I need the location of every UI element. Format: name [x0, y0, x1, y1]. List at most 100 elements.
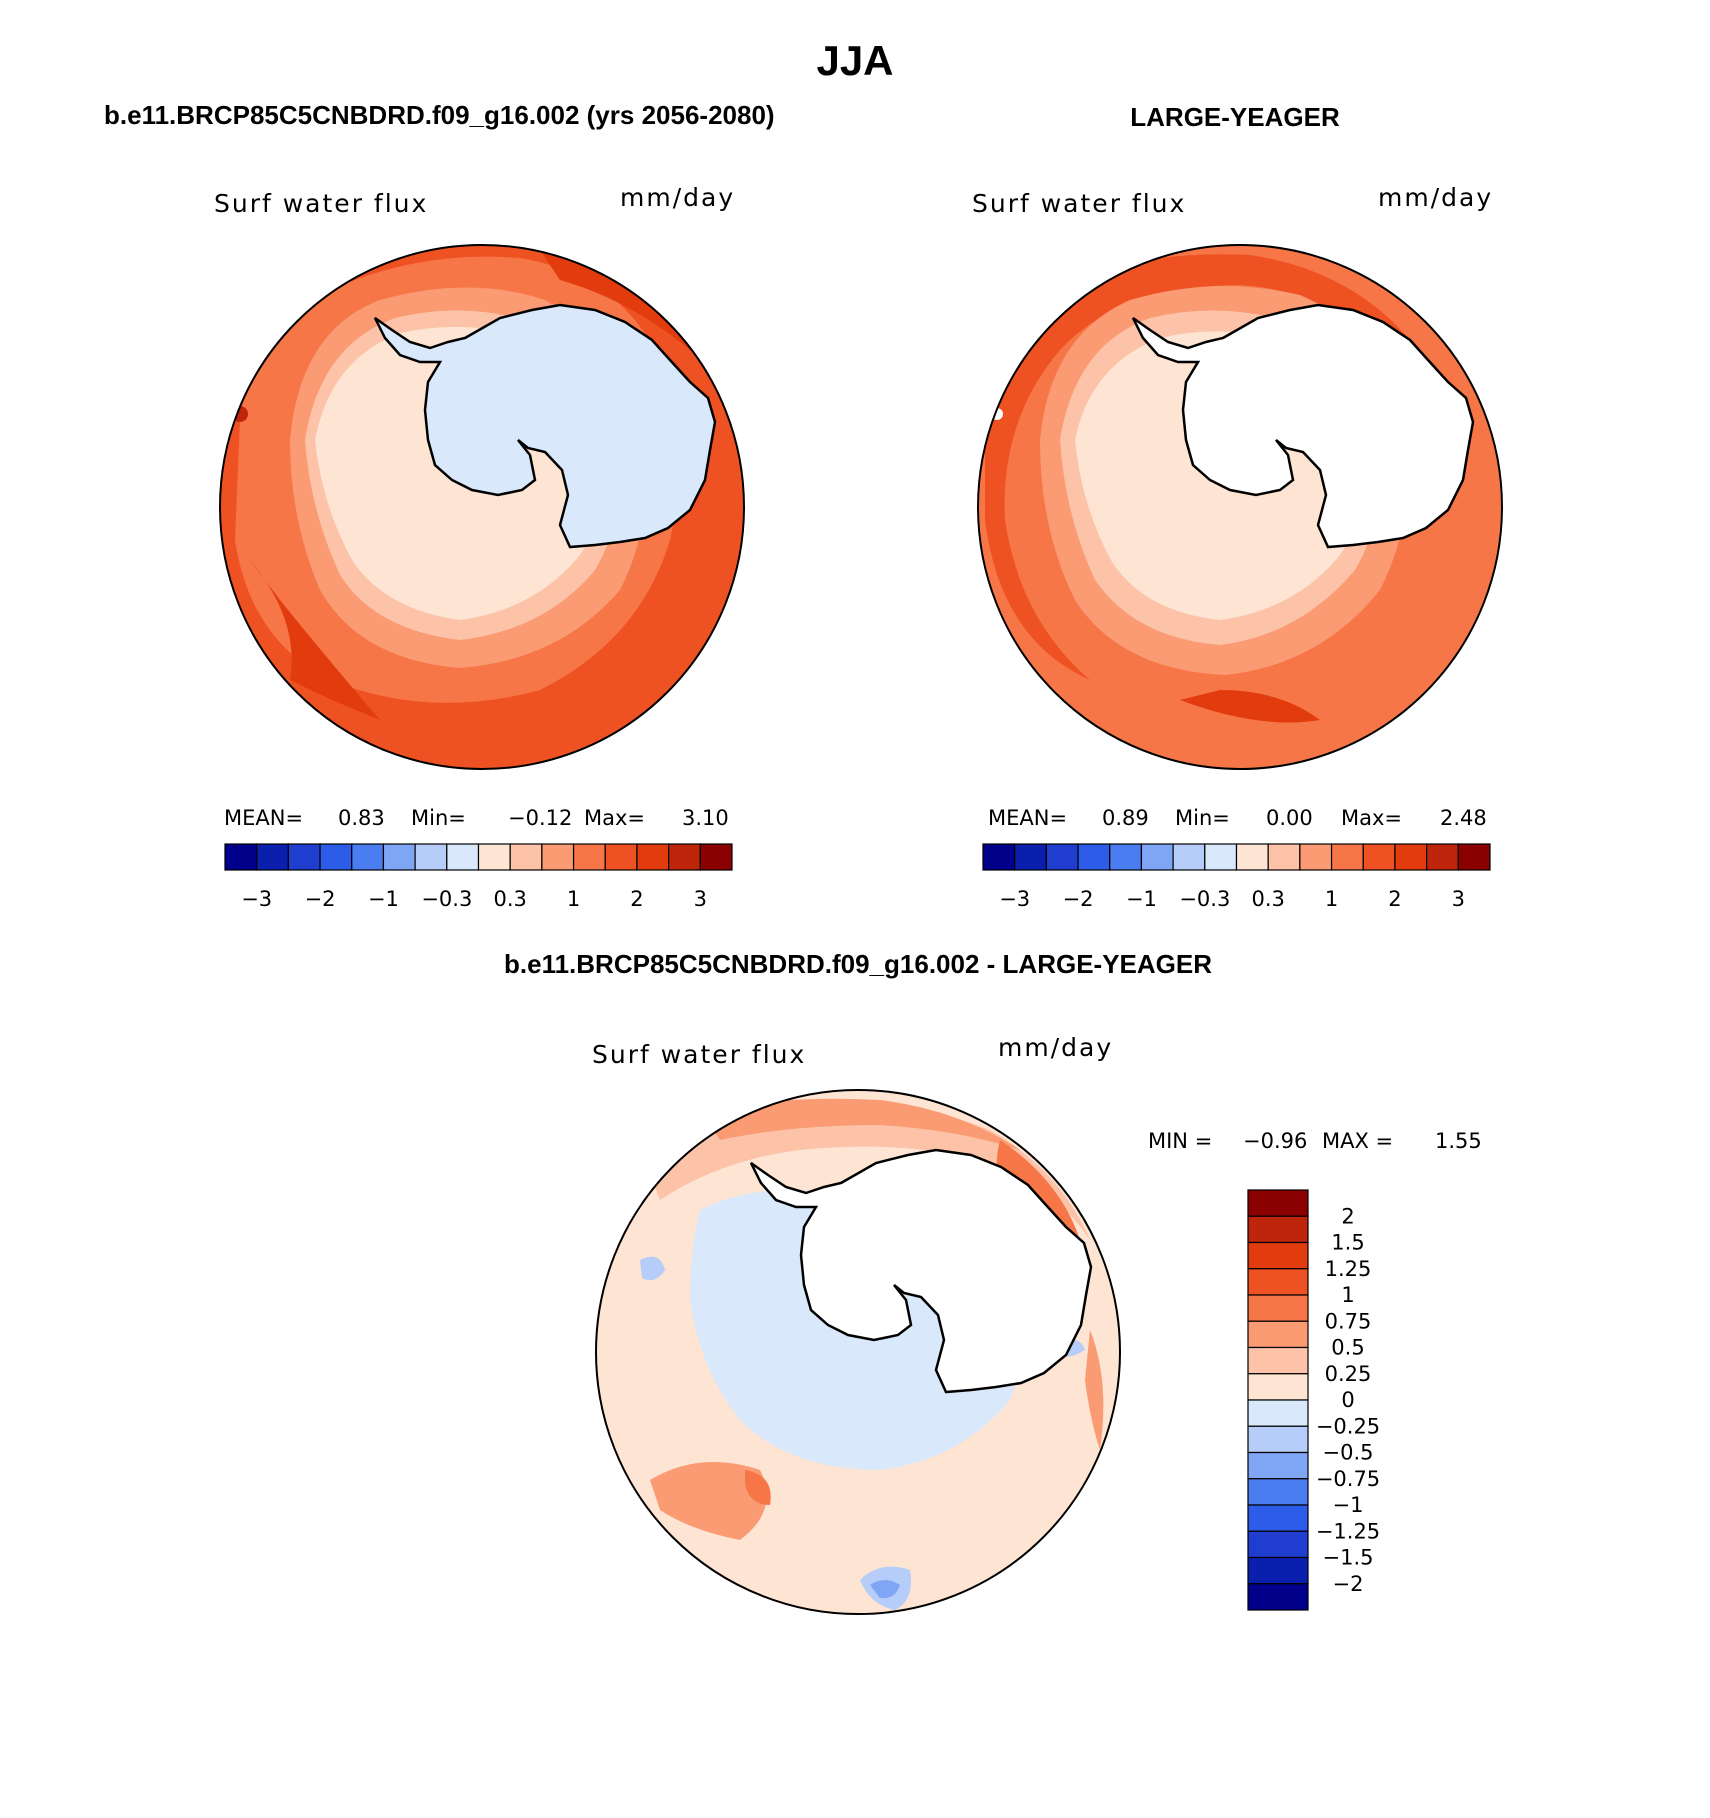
right-colorbar-tick-label: −3 [999, 887, 1030, 911]
diff-variable-label: Surf water flux [592, 1040, 806, 1069]
left-colorbar-tick-label: −2 [305, 887, 336, 911]
diff-colorbar-swatch [1247, 1478, 1309, 1506]
right-polar-map [977, 244, 1503, 770]
right-min-label: Min= [1175, 806, 1230, 830]
left-colorbar-tick-label: 1 [567, 887, 580, 911]
right-colorbar-tick-label: 1 [1325, 887, 1338, 911]
right-colorbar-swatch [1140, 843, 1174, 871]
diff-colorbar-swatch [1247, 1530, 1309, 1559]
diff-polar-map [595, 1089, 1121, 1615]
right-colorbar-tick-label: 3 [1452, 887, 1465, 911]
right-colorbar-tick-label: −0.3 [1179, 887, 1230, 911]
left-min-label: Min= [411, 806, 466, 830]
season-title: JJA [816, 37, 893, 84]
diff-colorbar-tick-label: 0.75 [1325, 1309, 1372, 1333]
right-colorbar-tick-label: −2 [1063, 887, 1094, 911]
diff-colorbar-swatch [1247, 1399, 1309, 1427]
right-max-label: Max= [1341, 806, 1402, 830]
left-colorbar-swatch [224, 843, 258, 871]
diff-colorbar-tick-label: 1.25 [1325, 1257, 1372, 1281]
right-units-label: mm/day [1378, 183, 1493, 212]
left-colorbar-tick-label: −0.3 [421, 887, 472, 911]
diff-colorbar-tick-label: −1.25 [1316, 1519, 1380, 1543]
diff-colorbar-tick-label: −2 [1333, 1572, 1364, 1596]
diff-stats: MIN = −0.96 MAX = 1.55 [1148, 1129, 1482, 1153]
right-colorbar-swatch [1362, 843, 1396, 871]
right-stats: MEAN= 0.89 Min= 0.00 Max= 2.48 [988, 806, 1487, 830]
diff-colorbar-swatch [1247, 1556, 1309, 1585]
right-colorbar-swatch [1235, 843, 1269, 871]
left-mean-label: MEAN= [224, 806, 303, 830]
right-colorbar: −3 −2 −1 −0.3 0.3 1 2 3 [982, 843, 1491, 911]
left-min-value: −0.12 [508, 806, 572, 830]
right-colorbar-swatch [1014, 843, 1047, 871]
diff-colorbar-swatch [1247, 1425, 1309, 1454]
diff-colorbar-swatch [1247, 1294, 1309, 1322]
diff-colorbar-tick-label: −0.5 [1323, 1441, 1374, 1465]
right-colorbar-swatch [1045, 843, 1079, 871]
diff-colorbar-tick-label: 1.5 [1331, 1231, 1364, 1255]
left-max-value: 3.10 [682, 806, 729, 830]
diff-colorbar-tick-label: 0 [1341, 1388, 1354, 1412]
right-colorbar-swatch [1394, 843, 1428, 871]
right-colorbar-swatch [1457, 843, 1491, 871]
diff-colorbar-tick-label: −0.25 [1316, 1414, 1380, 1438]
right-variable-label: Surf water flux [972, 189, 1186, 218]
left-colorbar-swatch [572, 843, 606, 871]
diff-panel-title: b.e11.BRCP85C5CNBDRD.f09_g16.002 - LARGE… [504, 949, 1212, 979]
left-colorbar-swatch [351, 843, 385, 871]
diff-colorbar-swatch [1247, 1346, 1309, 1375]
diff-colorbar-swatch [1247, 1215, 1309, 1244]
right-panel-title: LARGE-YEAGER [1130, 102, 1340, 132]
right-colorbar-swatch [1109, 843, 1143, 871]
diff-colorbar-swatch [1247, 1451, 1309, 1480]
right-colorbar-swatch [1267, 843, 1301, 871]
left-colorbar-swatch [604, 843, 638, 871]
diff-colorbar-swatch [1247, 1504, 1309, 1532]
right-colorbar-swatch [982, 843, 1016, 871]
right-max-value: 2.48 [1440, 806, 1487, 830]
right-colorbar-swatch [1299, 843, 1333, 871]
diff-colorbar-swatch [1247, 1373, 1309, 1401]
left-colorbar-swatch [477, 843, 511, 871]
left-polar-map [219, 244, 745, 770]
left-stats: MEAN= 0.83 Min= −0.12 Max= 3.10 [224, 806, 729, 830]
left-colorbar-swatch [287, 843, 321, 871]
right-colorbar-tick-label: −1 [1126, 887, 1157, 911]
diff-colorbar-tick-label: 0.25 [1325, 1362, 1372, 1386]
left-colorbar-swatch [446, 843, 480, 871]
left-colorbar: −3 −2 −1 −0.3 0.3 1 2 3 [224, 843, 733, 911]
left-variable-label: Surf water flux [214, 189, 428, 218]
right-colorbar-tick-label: 2 [1388, 887, 1401, 911]
left-colorbar-swatch [256, 843, 289, 871]
diff-colorbar-swatch [1247, 1583, 1309, 1611]
left-colorbar-swatch [509, 843, 543, 871]
left-colorbar-tick-label: 3 [694, 887, 707, 911]
left-colorbar-tick-label: 0.3 [493, 887, 526, 911]
left-max-label: Max= [584, 806, 645, 830]
right-mean-value: 0.89 [1102, 806, 1149, 830]
diff-colorbar-tick-label: 2 [1341, 1204, 1354, 1228]
left-colorbar-tick-label: 2 [630, 887, 643, 911]
diff-colorbar-tick-label: 0.5 [1331, 1336, 1364, 1360]
right-colorbar-swatch [1426, 843, 1459, 871]
right-colorbar-swatch [1204, 843, 1238, 871]
diff-units-label: mm/day [998, 1033, 1113, 1062]
diff-colorbar: 21.51.2510.750.50.250−0.25−0.5−0.75−1−1.… [1247, 1189, 1380, 1611]
diff-colorbar-tick-label: 1 [1341, 1283, 1354, 1307]
diff-colorbar-tick-label: −1.5 [1323, 1546, 1374, 1570]
left-colorbar-tick-label: −1 [368, 887, 399, 911]
diff-colorbar-swatch [1247, 1268, 1309, 1296]
diff-min-label: MIN = [1148, 1129, 1212, 1153]
left-panel-title: b.e11.BRCP85C5CNBDRD.f09_g16.002 (yrs 20… [104, 100, 775, 130]
right-colorbar-swatch [1172, 843, 1206, 871]
diff-colorbar-tick-label: −0.75 [1316, 1467, 1380, 1491]
left-colorbar-swatch [699, 843, 733, 871]
diff-min-value: −0.96 [1243, 1129, 1307, 1153]
right-colorbar-swatch [1330, 843, 1364, 871]
diff-colorbar-swatch [1247, 1189, 1309, 1217]
diff-max-value: 1.55 [1435, 1129, 1482, 1153]
left-colorbar-swatch [414, 843, 448, 871]
